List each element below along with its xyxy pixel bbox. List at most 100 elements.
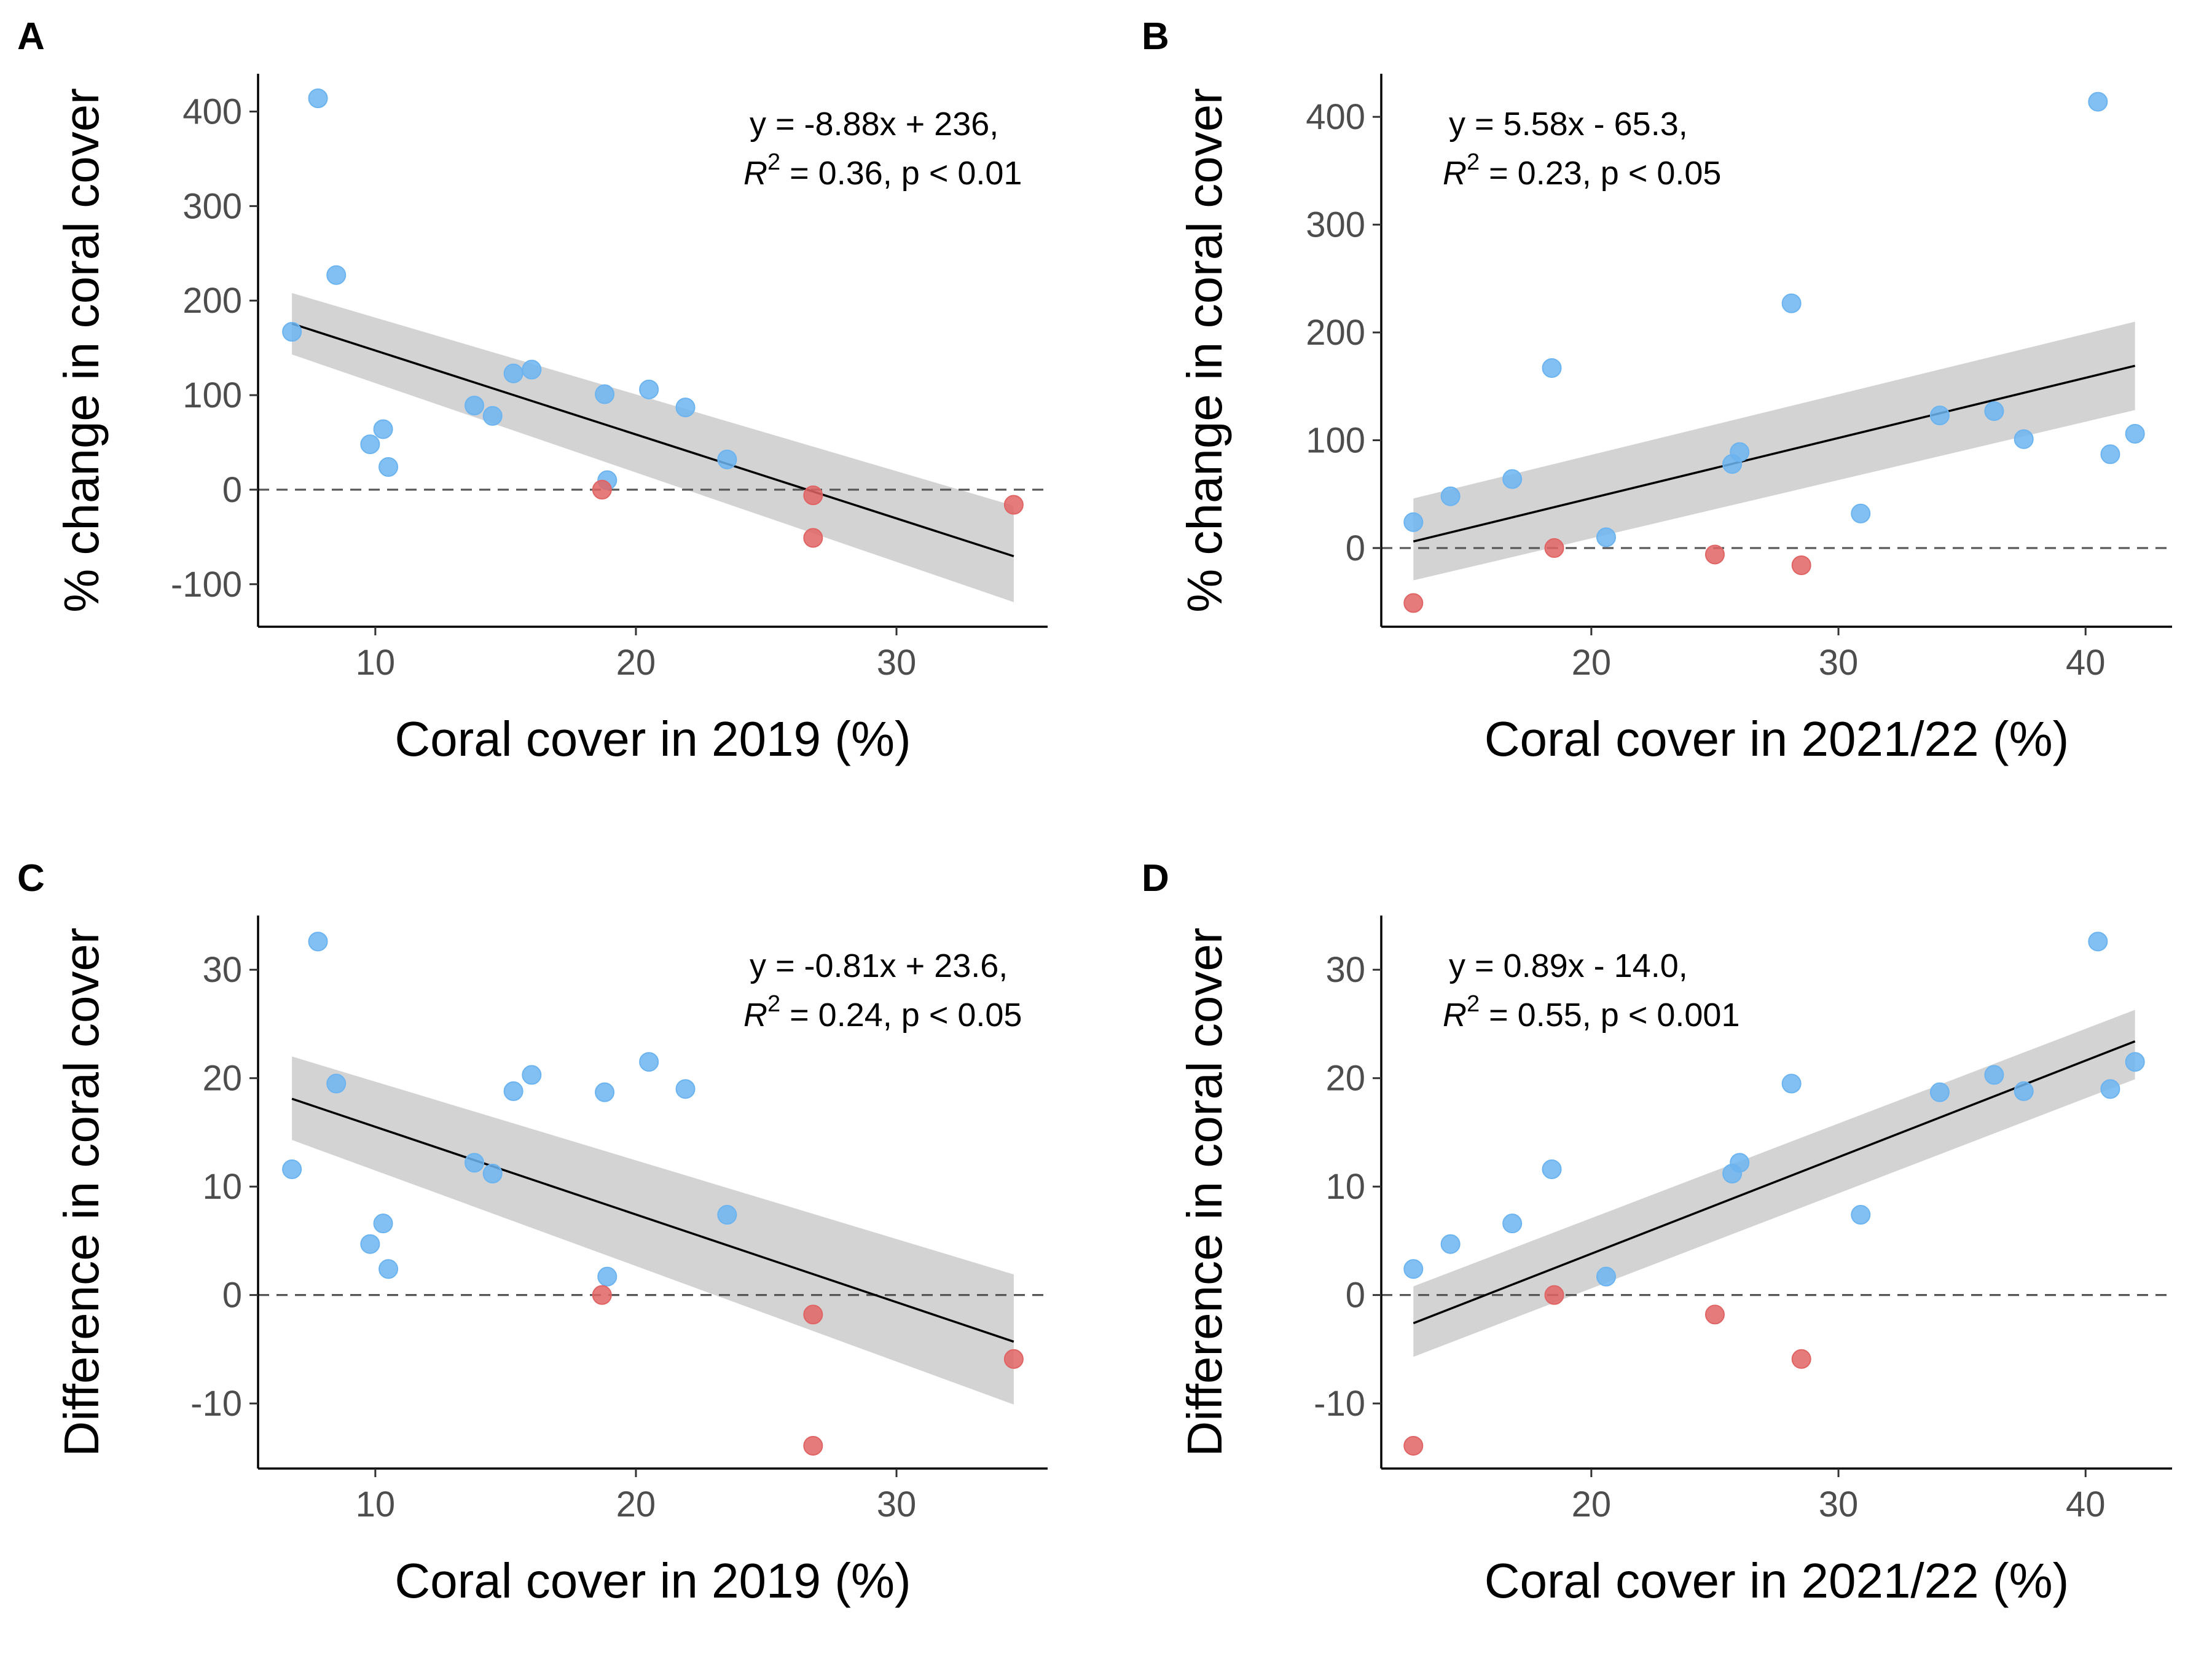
y-tick-label: 30: [1325, 950, 1365, 990]
y-tick-label: 0: [1346, 1276, 1365, 1316]
data-point-increase: [2014, 429, 2034, 449]
data-point-decrease: [1403, 593, 1424, 613]
data-point-increase: [482, 406, 503, 426]
r-squared-value: = 0.36, p < 0.01: [780, 155, 1022, 192]
data-point-decrease: [803, 1435, 823, 1456]
r-squared-label: R2 = 0.23, p < 0.05: [1443, 149, 1721, 192]
data-point-increase: [1781, 1073, 1802, 1094]
x-axis-title: Coral cover in 2021/22 (%): [1484, 1553, 2069, 1608]
data-point-decrease: [1003, 1349, 1024, 1369]
data-point-decrease: [1544, 538, 1564, 558]
r-squared-value: = 0.24, p < 0.05: [780, 997, 1022, 1033]
data-point-increase: [1730, 1153, 1750, 1173]
data-point-increase: [675, 1079, 696, 1099]
data-point-increase: [1542, 358, 1562, 378]
y-tick-label: -10: [1314, 1384, 1365, 1424]
y-tick-label: 20: [1325, 1059, 1365, 1099]
r-squared-label: R2 = 0.55, p < 0.001: [1443, 991, 1740, 1033]
x-tick-label: 10: [356, 1484, 396, 1524]
data-point-decrease: [1791, 1349, 1811, 1369]
data-point-decrease: [803, 485, 823, 506]
r-squared-label: R2 = 0.24, p < 0.05: [743, 991, 1022, 1033]
x-tick-label: 40: [2066, 643, 2106, 683]
panel-letter: B: [1142, 15, 1169, 58]
data-point-increase: [2014, 1081, 2034, 1101]
equation-label: y = 0.89x - 14.0,: [1449, 947, 1688, 984]
equation-label: y = -8.88x + 236,: [750, 106, 998, 143]
data-point-increase: [503, 1081, 524, 1101]
data-point-decrease: [803, 528, 823, 548]
x-tick-label: 30: [1819, 643, 1859, 683]
data-point-increase: [282, 1159, 302, 1179]
confidence-band: [1413, 321, 2135, 581]
r-superscript: 2: [1467, 149, 1480, 175]
data-point-increase: [1403, 1259, 1424, 1279]
x-tick-label: 20: [1572, 643, 1612, 683]
x-tick-label: 40: [2066, 1484, 2106, 1524]
data-point-increase: [326, 265, 347, 285]
r-squared-value: = 0.55, p < 0.001: [1480, 997, 1739, 1033]
panel-c: C 10 20 30 -10 0 10 20 30 Coral cover in 2019 (%)…: [17, 857, 1048, 1608]
data-point-increase: [360, 434, 380, 455]
data-point-increase: [1730, 442, 1750, 462]
data-point-increase: [1851, 1205, 1871, 1225]
data-point-increase: [308, 88, 328, 108]
y-tick-label: 300: [1306, 205, 1365, 245]
panel-letter: A: [17, 15, 45, 58]
data-point-increase: [1596, 1266, 1616, 1287]
x-tick-label: 20: [616, 643, 656, 683]
data-point-increase: [1929, 1082, 1950, 1102]
data-point-increase: [373, 419, 393, 439]
data-point-increase: [326, 1073, 347, 1094]
data-point-increase: [675, 398, 696, 418]
y-tick-label: 100: [1306, 420, 1365, 460]
y-tick-label: 10: [202, 1167, 242, 1207]
data-point-decrease: [1003, 495, 1024, 515]
regression-line: [291, 1097, 1014, 1343]
y-tick-label: 30: [202, 950, 242, 990]
confidence-band: [292, 292, 1014, 602]
data-point-decrease: [1704, 1304, 1725, 1325]
panel-d: D 20 30 40 -10 0 10 20 30 Coral cover in 2021/22 …: [1142, 857, 2172, 1608]
r-superscript: 2: [1467, 991, 1480, 1017]
data-point-increase: [1984, 1065, 2004, 1085]
r-symbol: R: [743, 997, 767, 1033]
data-point-increase: [595, 1082, 615, 1102]
data-point-increase: [1542, 1159, 1562, 1179]
data-point-increase: [639, 379, 659, 399]
data-point-increase: [717, 1205, 737, 1225]
equation-label: y = 5.58x - 65.3,: [1449, 106, 1688, 143]
data-point-increase: [1403, 512, 1424, 532]
r-squared-label: R2 = 0.36, p < 0.01: [743, 149, 1022, 192]
y-tick-label: 200: [1306, 313, 1365, 353]
data-point-increase: [1984, 401, 2004, 422]
y-tick-label: 200: [182, 281, 242, 321]
data-point-increase: [2125, 1052, 2145, 1072]
data-point-increase: [482, 1164, 503, 1183]
data-point-decrease: [1403, 1435, 1424, 1456]
data-point-increase: [595, 384, 615, 404]
data-point-increase: [1502, 1214, 1523, 1234]
x-axis-title: Coral cover in 2019 (%): [394, 1553, 911, 1608]
x-tick-label: 10: [356, 643, 396, 683]
r-superscript: 2: [767, 991, 780, 1017]
x-axis-title: Coral cover in 2019 (%): [394, 712, 911, 766]
y-tick-label: 0: [1346, 528, 1365, 568]
data-point-increase: [1596, 527, 1616, 547]
data-point-increase: [378, 457, 399, 477]
data-point-increase: [1851, 503, 1871, 524]
data-point-increase: [360, 1234, 380, 1254]
data-point-decrease: [592, 1285, 612, 1305]
data-point-increase: [378, 1259, 399, 1279]
data-point-increase: [1502, 469, 1523, 489]
data-point-increase: [2088, 931, 2108, 952]
y-tick-label: -10: [190, 1384, 242, 1424]
data-point-increase: [1440, 1234, 1461, 1254]
data-point-increase: [1781, 293, 1802, 313]
y-tick-label: 0: [222, 1276, 242, 1316]
r-superscript: 2: [767, 149, 780, 175]
r-symbol: R: [1443, 997, 1467, 1033]
regression-line: [291, 323, 1014, 557]
